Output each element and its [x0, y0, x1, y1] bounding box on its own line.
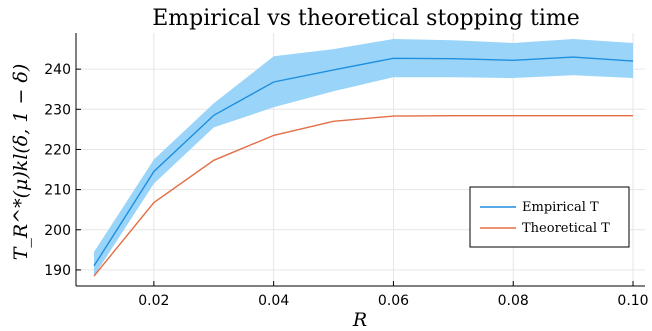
- y-tick-label: 210: [44, 183, 71, 199]
- empirical-confidence-band: [94, 39, 633, 276]
- legend-label-empirical: Empirical T: [522, 200, 599, 215]
- x-tick-label: 0.06: [378, 293, 409, 309]
- y-tick-label: 200: [44, 223, 71, 239]
- x-tick-label: 0.10: [617, 293, 648, 309]
- chart-title: Empirical vs theoretical stopping time: [152, 6, 580, 31]
- x-tick-label: 0.04: [258, 293, 289, 309]
- series-layer: [93, 56, 634, 277]
- y-tick-label: 230: [44, 102, 71, 118]
- legend-label-theoretical: Theoretical T: [522, 221, 610, 236]
- series-line-theoretical: [93, 114, 633, 277]
- series-line-empirical: [93, 56, 634, 267]
- x-axis-label: R: [352, 309, 367, 331]
- y-axis-label: T_R^*(μ)kl(δ, 1 − δ): [10, 64, 32, 261]
- legend: Empirical T Theoretical T: [469, 186, 630, 248]
- y-tick-label: 240: [44, 62, 71, 78]
- axes: [75, 33, 645, 287]
- legend-box: [469, 186, 630, 248]
- y-tick-label: 190: [44, 263, 71, 279]
- y-tick-label: 220: [44, 142, 71, 158]
- tick-labels: 0.02 0.04 0.06 0.08 0.10 190 200 210 220 230 240: [44, 62, 648, 309]
- x-tick-label: 0.08: [498, 293, 529, 309]
- x-tick-label: 0.02: [138, 293, 169, 309]
